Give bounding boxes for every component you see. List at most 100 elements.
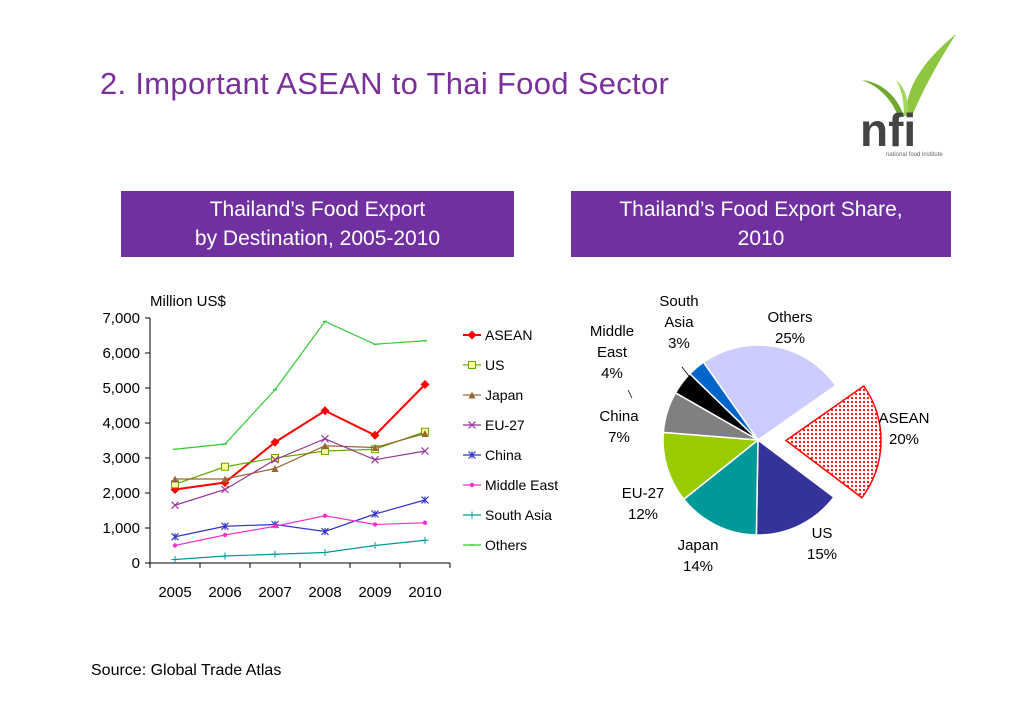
leader-line-south-asia: [681, 366, 693, 381]
pie-label-name: US: [812, 525, 833, 542]
leader-line-middle-east: [627, 389, 633, 399]
legend-label: Japan: [485, 387, 523, 403]
data-point-japan: [171, 475, 179, 483]
data-point-japan: [271, 465, 279, 472]
pie-label-asean: ASEAN 20%: [879, 410, 930, 448]
left-banner-line-1: Thailand’s Food Export: [209, 198, 426, 221]
data-point-eu-27: [171, 501, 179, 510]
pie-label-us: US 15%: [807, 525, 837, 563]
y-tick-label: 0: [132, 555, 140, 572]
data-point-china: [371, 510, 379, 518]
pie-slice-us: [755, 438, 835, 536]
pie-label-pct: 20%: [889, 431, 919, 448]
source-note: Source: Global Trade Atlas: [91, 662, 282, 679]
pie-slice-asean: [784, 384, 882, 499]
y-tick-label: 1,000: [102, 520, 140, 537]
data-point-china: [421, 496, 429, 504]
data-point-south-asia: [321, 549, 329, 556]
series-line-asean: [174, 383, 426, 491]
data-point-china: [321, 527, 329, 536]
legend-label: Others: [485, 537, 527, 553]
series-eu-27: [171, 434, 429, 510]
slide-title: 2. Important ASEAN to Thai Food Sector: [100, 66, 670, 101]
pie-label-pct: 14%: [683, 558, 713, 575]
left-chart-banner: Thailand’s Food Export by Destination, 2…: [121, 191, 514, 257]
pie-label-name: Asia: [664, 314, 694, 331]
series-japan: [171, 430, 429, 483]
pie-label-name: Middle: [590, 323, 634, 340]
legend-item-china: China: [463, 447, 522, 463]
data-point-middle-east: [422, 520, 428, 525]
legend-marker: [468, 451, 476, 459]
legend-item-others: Others: [463, 537, 527, 553]
data-point-china: [171, 532, 179, 541]
leaf-sprout-icon: [862, 34, 956, 116]
x-tick-label: 2008: [308, 584, 341, 601]
series-asean: [170, 380, 430, 494]
data-point-south-asia: [221, 552, 229, 560]
pie-label-others: Others 25%: [767, 309, 812, 347]
legend-marker: [469, 482, 475, 488]
nfi-logo: nfi national food institute: [846, 28, 966, 158]
data-point-japan: [421, 430, 429, 437]
pie-label-eu-27: EU-27 12%: [622, 485, 665, 523]
data-point-asean: [270, 437, 280, 447]
series-line-south-asia: [174, 539, 426, 561]
data-point-japan: [221, 475, 229, 483]
pie-label-japan: Japan 14%: [678, 537, 719, 575]
legend-marker: [467, 330, 477, 340]
right-chart-banner: Thailand’s Food Export Share, 2010: [571, 191, 951, 257]
x-tick-label: 2007: [258, 584, 291, 601]
legend-item-japan: Japan: [463, 387, 523, 403]
pie-label-name: South: [659, 293, 698, 310]
pie-label-pct: 25%: [775, 330, 805, 347]
pie-label-pct: 4%: [601, 365, 623, 382]
y-tick-label: 4,000: [102, 415, 140, 432]
series-line-japan: [175, 432, 426, 480]
data-point-middle-east: [222, 532, 228, 538]
legend-marker: [468, 391, 476, 399]
y-tick-label: 2,000: [102, 485, 140, 502]
data-point-middle-east: [272, 524, 278, 529]
data-point-japan: [371, 444, 379, 451]
right-banner-line-2: 2010: [737, 227, 785, 250]
pie-label-name: Japan: [678, 537, 719, 554]
data-point-japan: [321, 442, 329, 450]
x-tick-label: 2006: [208, 584, 241, 601]
data-point-south-asia: [371, 542, 379, 549]
legend-item-south-asia: South Asia: [463, 507, 552, 523]
x-tick-label: 2010: [408, 584, 441, 601]
x-tick-label: 2005: [158, 584, 191, 601]
legend-label: China: [485, 447, 522, 463]
logo-subtext: national food institute: [886, 152, 943, 158]
y-axis-title: Million US$: [150, 293, 227, 310]
series-line-us: [174, 431, 426, 485]
pie-label-pct: 3%: [668, 335, 690, 352]
data-point-eu-27: [271, 455, 279, 464]
right-banner-line-1: Thailand’s Food Export Share,: [619, 198, 903, 221]
pie-label-name: China: [599, 408, 639, 425]
pie-slice-others: [702, 344, 837, 442]
pie-label-name: ASEAN: [879, 410, 930, 427]
series-china: [171, 496, 429, 541]
legend-marker: [468, 361, 476, 369]
legend-item-asean: ASEAN: [463, 327, 532, 343]
data-point-middle-east: [172, 543, 178, 548]
data-point-south-asia: [421, 536, 429, 544]
legend-label: South Asia: [485, 507, 552, 523]
data-point-eu-27: [421, 447, 429, 455]
data-point-south-asia: [171, 556, 179, 563]
legend-item-middle-east: Middle East: [463, 477, 558, 493]
pie-slice-japan: [682, 438, 759, 536]
pie-label-pct: 15%: [807, 546, 837, 563]
series-line-china: [174, 499, 426, 538]
data-point-eu-27: [221, 485, 229, 494]
legend-item-us: US: [463, 357, 504, 373]
data-point-eu-27: [371, 455, 379, 464]
pie-label-china: China 7%: [599, 408, 639, 446]
pie-label-name: EU-27: [622, 485, 665, 502]
pie-label-pct: 12%: [628, 506, 658, 523]
series-others: [173, 320, 427, 450]
pie-label-middle-east: Middle East 4%: [590, 323, 634, 382]
x-tick-label: 2009: [358, 584, 391, 601]
